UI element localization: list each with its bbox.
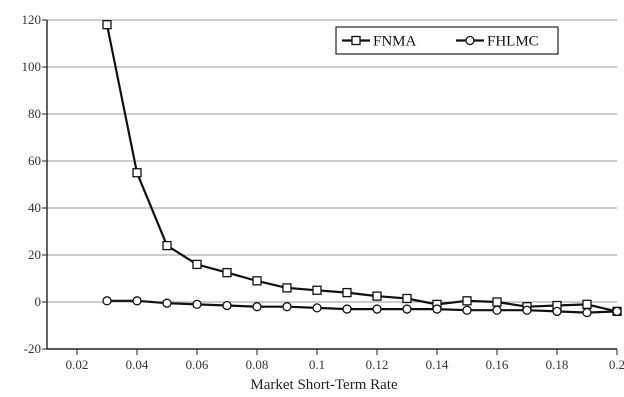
x-tick-label: 0.12: [366, 357, 389, 372]
data-point-fhlmc: [132, 296, 142, 306]
series-fhlmc: [102, 296, 622, 318]
data-point-fhlmc: [462, 305, 472, 315]
x-tick-label: 0.04: [126, 357, 149, 372]
series-group: [102, 20, 622, 318]
axes: [46, 20, 617, 350]
data-point-fhlmc: [432, 304, 442, 314]
x-tick-label: 0.02: [66, 357, 89, 372]
y-tick-label: 80: [28, 106, 41, 121]
x-axis-title: Market Short-Term Rate: [250, 377, 398, 393]
data-point-fhlmc: [342, 304, 352, 314]
data-point-fnma: [312, 285, 322, 295]
data-point-fhlmc: [312, 303, 322, 313]
y-tick-label: -20: [24, 341, 41, 356]
x-tick-label: 0.14: [426, 357, 449, 372]
data-point-fnma: [342, 287, 352, 298]
data-point-fnma: [462, 296, 472, 306]
x-tick-label: 0.08: [246, 357, 269, 372]
data-point-fnma: [582, 299, 592, 310]
data-point-fnma: [222, 267, 232, 278]
data-point-fnma: [102, 20, 112, 30]
legend: FNMA FHLMC: [335, 26, 559, 55]
y-tick-label: 100: [22, 59, 42, 74]
data-point-fhlmc: [102, 296, 112, 306]
y-tick-label: 20: [28, 247, 41, 262]
x-tick-label: 0.16: [486, 357, 509, 372]
y-tick-labels: -20 0 20 40 60 80 100 120: [22, 12, 47, 356]
data-point-fnma: [282, 283, 292, 293]
data-point-fhlmc: [612, 306, 622, 317]
data-point-fhlmc: [282, 302, 292, 312]
y-tick-label: 0: [35, 294, 42, 309]
x-tick-label: 0.06: [186, 357, 209, 372]
gridlines: [47, 19, 617, 303]
x-tick-label: 0.2: [609, 357, 624, 372]
data-point-fnma: [372, 291, 382, 301]
data-point-fnma: [162, 240, 172, 251]
x-tick-labels: 0.02 0.04 0.06 0.08 0.1 0.12 0.14 0.16 0.18 0.2: [66, 349, 624, 372]
series-line-fnma: [105, 24, 618, 313]
y-tick-label: 120: [22, 12, 42, 27]
y-tick-label: 40: [28, 200, 41, 215]
data-point-fnma: [192, 259, 202, 270]
series-line-fhlmc: [107, 299, 618, 314]
data-point-fhlmc: [372, 304, 382, 314]
data-point-fnma: [132, 168, 142, 178]
data-point-fnma: [492, 297, 502, 307]
data-point-fhlmc: [522, 305, 532, 315]
y-tick-label: 60: [28, 153, 41, 168]
legend-label-fhlmc: FHLMC: [487, 34, 539, 50]
data-point-fhlmc: [162, 298, 172, 308]
data-point-fnma: [252, 276, 262, 286]
data-point-fhlmc: [492, 305, 502, 315]
data-point-fhlmc: [402, 304, 412, 314]
x-tick-label: 0.18: [546, 357, 569, 372]
legend-label-fnma: FNMA: [373, 34, 417, 50]
series-fnma: [102, 20, 622, 317]
data-point-fhlmc: [552, 306, 562, 317]
legend-marker-fhlmc: [465, 35, 475, 46]
legend-box: [335, 26, 559, 55]
data-point-fhlmc: [582, 307, 592, 318]
legend-marker-fnma: [351, 35, 361, 46]
data-point-fhlmc: [222, 300, 232, 311]
x-tick-label: 0.1: [309, 357, 325, 372]
data-point-fhlmc: [192, 299, 202, 310]
data-point-fnma: [402, 293, 412, 304]
data-point-fhlmc: [252, 302, 262, 312]
